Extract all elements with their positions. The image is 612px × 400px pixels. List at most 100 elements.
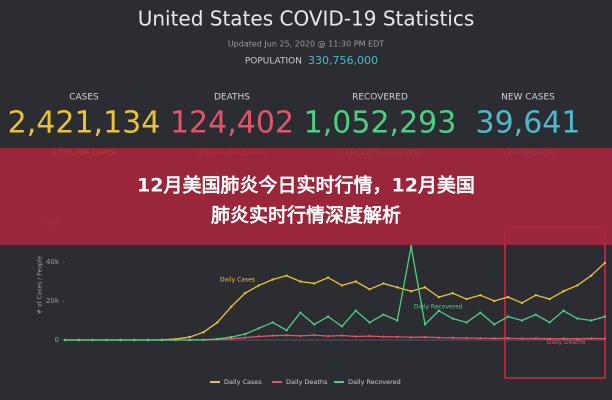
data-point — [479, 337, 482, 340]
data-point — [257, 327, 261, 330]
data-point — [354, 309, 357, 312]
data-point — [506, 315, 510, 318]
data-point — [326, 334, 330, 338]
data-point — [562, 309, 565, 312]
data-point — [589, 274, 593, 277]
data-point — [451, 336, 454, 340]
data-point — [534, 337, 537, 340]
data-point — [368, 334, 371, 338]
data-point — [326, 315, 330, 318]
data-point — [423, 335, 427, 339]
stat-label: DEATHS — [214, 93, 250, 103]
data-point — [216, 321, 219, 324]
data-point — [368, 321, 371, 324]
data-point — [548, 337, 551, 341]
stat-value: 124,402 — [170, 106, 294, 141]
data-point — [437, 309, 441, 312]
banner-line: 肺炎实时行情深度解析 — [211, 204, 401, 227]
stat-label: CASES — [69, 93, 99, 103]
data-point — [299, 334, 302, 338]
data-point — [243, 292, 247, 295]
data-point — [576, 284, 579, 287]
data-point — [229, 305, 233, 309]
data-point — [299, 311, 302, 314]
data-point — [562, 337, 565, 340]
stat-label: RECOVERED — [352, 93, 408, 103]
data-point — [603, 261, 607, 264]
data-point — [396, 319, 399, 322]
data-point — [229, 337, 233, 341]
data-point — [589, 319, 593, 322]
data-point — [271, 321, 274, 324]
data-point — [340, 334, 344, 337]
banner — [0, 148, 612, 245]
data-point — [229, 335, 233, 339]
data-point — [77, 338, 81, 342]
legend-label: Daily Deaths — [286, 378, 328, 386]
data-point — [216, 337, 219, 341]
data-point — [326, 276, 330, 279]
data-point — [313, 282, 316, 285]
data-point — [437, 295, 441, 299]
data-point — [506, 295, 510, 299]
data-point — [160, 338, 164, 342]
data-point — [603, 337, 607, 340]
y-axis-label: # of Cases / People — [37, 256, 44, 315]
y-tick-label: 40k — [46, 258, 60, 266]
data-point — [589, 337, 593, 340]
data-point — [285, 274, 288, 277]
stat-label: NEW CASES — [501, 93, 555, 103]
data-point — [285, 334, 288, 337]
stat-value: 2,421,134 — [8, 106, 161, 141]
data-point — [257, 284, 261, 287]
data-point — [562, 290, 565, 293]
data-point — [354, 280, 357, 283]
data-point — [548, 321, 551, 324]
data-line — [65, 262, 606, 341]
data-point — [202, 338, 205, 342]
y-tick-label: 20k — [46, 297, 60, 305]
data-point — [396, 335, 399, 339]
data-point — [465, 321, 468, 324]
data-point — [382, 335, 385, 338]
data-point — [409, 290, 413, 293]
data-point — [423, 323, 427, 326]
data-point — [479, 293, 482, 297]
data-point — [313, 333, 316, 337]
data-point — [91, 338, 94, 342]
data-point — [409, 336, 413, 339]
data-point — [437, 336, 441, 339]
data-point — [133, 338, 136, 342]
data-point — [368, 288, 371, 291]
data-point — [188, 335, 191, 339]
data-point — [382, 282, 385, 285]
data-point — [520, 319, 524, 322]
data-point — [423, 286, 427, 289]
data-point — [243, 336, 247, 339]
data-point — [506, 337, 510, 340]
data-point — [576, 317, 579, 320]
data-point — [63, 338, 67, 342]
updated: Updated Jun 25, 2020 @ 11:30 PM EDT — [228, 40, 384, 49]
data-point — [243, 332, 247, 336]
data-point — [534, 313, 537, 316]
data-point — [354, 335, 357, 338]
data-point — [146, 338, 150, 342]
data-point — [576, 337, 579, 341]
data-point — [271, 278, 274, 281]
data-point — [119, 338, 122, 342]
stat-value: 1,052,293 — [304, 106, 457, 141]
data-point — [174, 338, 177, 342]
data-point — [105, 338, 108, 342]
series-annotation: Daily Deaths — [547, 339, 585, 346]
legend-label: Daily Cases — [224, 378, 262, 386]
series-annotation: Daily Cases — [220, 277, 255, 284]
data-point — [257, 335, 261, 338]
data-point — [202, 331, 205, 334]
population-label: POPULATION — [245, 57, 302, 67]
data-point — [548, 297, 551, 301]
data-point — [451, 317, 454, 320]
data-point — [340, 284, 344, 287]
y-tick-label: 0 — [55, 336, 59, 344]
